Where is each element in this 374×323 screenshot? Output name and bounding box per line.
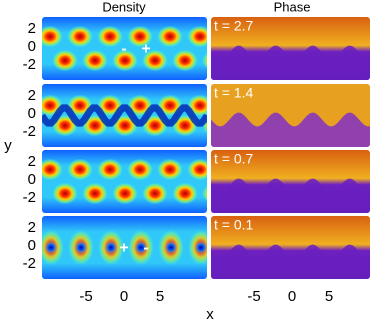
y-tick-label: 2 [28, 87, 36, 104]
density-blob [172, 182, 198, 205]
phase-panel [211, 17, 370, 80]
density-blob [127, 158, 153, 181]
density-blob [112, 182, 138, 205]
time-label: t = 1.4 [214, 85, 254, 101]
density-blob [52, 182, 78, 205]
density-blob [52, 49, 78, 72]
time-label: t = 0.7 [214, 151, 254, 167]
x-tick-label: -5 [79, 288, 92, 305]
column-title: Density [102, 0, 146, 14]
density-blob [42, 158, 63, 181]
y-tick-label: 0 [28, 171, 36, 188]
phase-region [211, 178, 370, 213]
y-tick-label: 2 [28, 219, 36, 236]
x-axis-label: x [206, 306, 214, 323]
density-blob [127, 25, 153, 48]
density-blob [187, 158, 207, 181]
vortex [195, 241, 207, 254]
density-blob [157, 158, 183, 181]
density-blob [97, 25, 123, 48]
time-label: t = 2.7 [214, 18, 254, 34]
density-blob [142, 182, 168, 205]
x-tick-label: 5 [325, 288, 333, 305]
y-tick-label: -2 [23, 56, 36, 73]
y-tick-label: -2 [23, 123, 36, 140]
phase-panel [211, 216, 370, 279]
phase-panel [211, 84, 370, 147]
vortex [165, 241, 177, 254]
density-blob [67, 158, 93, 181]
density-blob [187, 25, 207, 48]
vortex-marker: - [121, 41, 126, 58]
x-tick-label: -5 [247, 288, 260, 305]
density-blob [142, 49, 168, 72]
density-trough [42, 104, 207, 127]
density-panel [42, 84, 207, 147]
y-tick-label: 0 [28, 237, 36, 254]
x-tick-label: 0 [120, 288, 128, 305]
vortex-marker: + [141, 41, 150, 58]
vortex [135, 241, 147, 254]
density-panel [42, 150, 207, 213]
y-tick-label: 0 [28, 105, 36, 122]
density-blob [97, 158, 123, 181]
density-blob [187, 94, 207, 117]
x-tick-label: 0 [288, 288, 296, 305]
vortex-marker: + [119, 240, 128, 257]
density-panel [42, 17, 207, 80]
y-tick-label: 0 [28, 38, 36, 55]
column-title: Phase [274, 0, 311, 14]
vortex [45, 241, 57, 254]
density-blob [112, 49, 138, 72]
density-blob [157, 25, 183, 48]
density-blob [82, 182, 108, 205]
vortex [75, 241, 87, 254]
y-tick-label: 2 [28, 20, 36, 37]
y-tick-label: 2 [28, 153, 36, 170]
density-blob [172, 49, 198, 72]
density-blob [82, 49, 108, 72]
time-label: t = 0.1 [214, 217, 254, 233]
phase-region [211, 45, 370, 80]
phase-region [211, 244, 370, 279]
phase-panel [211, 150, 370, 213]
density-blob [67, 25, 93, 48]
vortex [105, 241, 117, 254]
y-axis-label: y [4, 137, 12, 154]
y-tick-label: -2 [23, 189, 36, 206]
y-tick-label: -2 [23, 255, 36, 272]
density-panel [42, 216, 207, 279]
phase-region [211, 112, 370, 147]
density-blob [42, 25, 63, 48]
vortex-marker: - [143, 240, 148, 257]
x-tick-label: 5 [156, 288, 164, 305]
